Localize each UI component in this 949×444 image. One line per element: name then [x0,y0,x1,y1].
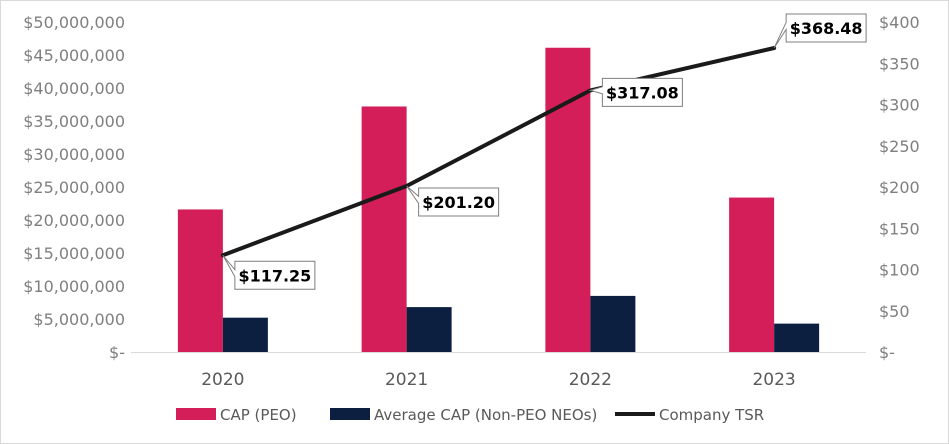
tsr-line-group [220,46,777,258]
callout-box [406,185,500,217]
bar-average-cap [406,307,452,352]
right-tick-label: $300 [879,96,920,115]
left-y-axis: $- $5,000,000 $10,000,000 $15,000,000 $20,00… [23,13,125,362]
left-tick-label: $10,000,000 [23,277,125,296]
left-tick-label: $50,000,000 [23,13,125,32]
right-tick-label: $400 [879,13,920,32]
legend-label: CAP (PEO) [220,406,297,424]
legend-item: Average CAP (Non-PEO NEOs) [330,406,597,424]
right-tick-label: $200 [879,178,920,197]
category-label: 2022 [569,370,612,390]
tsr-callout: $368.48 [773,13,867,49]
bar-cap-peo [361,106,407,352]
right-tick-label: $50 [879,302,910,321]
tsr-callouts: $117.25 $201.20 $317.08 $368.48 [222,13,867,290]
left-tick-label: $- [109,343,125,362]
right-tick-label: $350 [879,54,920,73]
left-tick-label: $25,000,000 [23,178,125,197]
left-tick-label: $15,000,000 [23,244,125,263]
callout-box [222,254,316,290]
left-tick-label: $5,000,000 [33,310,125,329]
callout-box [588,77,683,107]
legend-swatch [176,408,216,420]
legend-item: CAP (PEO) [176,406,297,424]
right-y-axis: $- $50 $100 $150 $200 $250 $300 $350 $400 [879,13,920,362]
tsr-value-label: $117.25 [238,266,311,285]
legend-swatch [330,408,370,420]
category-label: 2021 [385,370,428,390]
right-tick-label: $150 [879,219,920,238]
category-label: 2023 [752,370,795,390]
tsr-value-label: $317.08 [606,83,679,102]
right-tick-label: $100 [879,261,920,280]
tsr-value-label: $201.20 [422,193,495,212]
right-tick-label: $250 [879,137,920,156]
bar-cap-peo [177,209,223,352]
left-tick-label: $45,000,000 [23,46,125,65]
x-axis: 2020 2021 2022 2023 [131,352,866,390]
left-tick-label: $30,000,000 [23,145,125,164]
legend: CAP (PEO) Average CAP (Non-PEO NEOs) Compa… [176,406,764,424]
tsr-value-label: $368.48 [790,19,863,38]
legend-label: Average CAP (Non-PEO NEOs) [374,406,597,424]
legend-label: Company TSR [659,406,764,424]
bars-group [177,47,820,353]
bar-average-cap [774,323,820,352]
right-tick-label: $- [879,343,895,362]
left-tick-label: $35,000,000 [23,112,125,131]
tsr-line [220,46,777,258]
bar-average-cap [590,295,636,352]
left-tick-label: $40,000,000 [23,79,125,98]
tsr-callout: $201.20 [406,185,500,217]
bar-cap-peo [729,197,775,352]
bar-cap-peo [545,47,591,353]
bar-average-cap [222,317,268,352]
callout-box [773,13,867,49]
legend-item: Company TSR [615,406,764,424]
tsr-callout: $317.08 [588,77,683,107]
tsr-callout: $117.25 [222,254,316,290]
left-tick-label: $20,000,000 [23,211,125,230]
category-label: 2020 [201,370,244,390]
